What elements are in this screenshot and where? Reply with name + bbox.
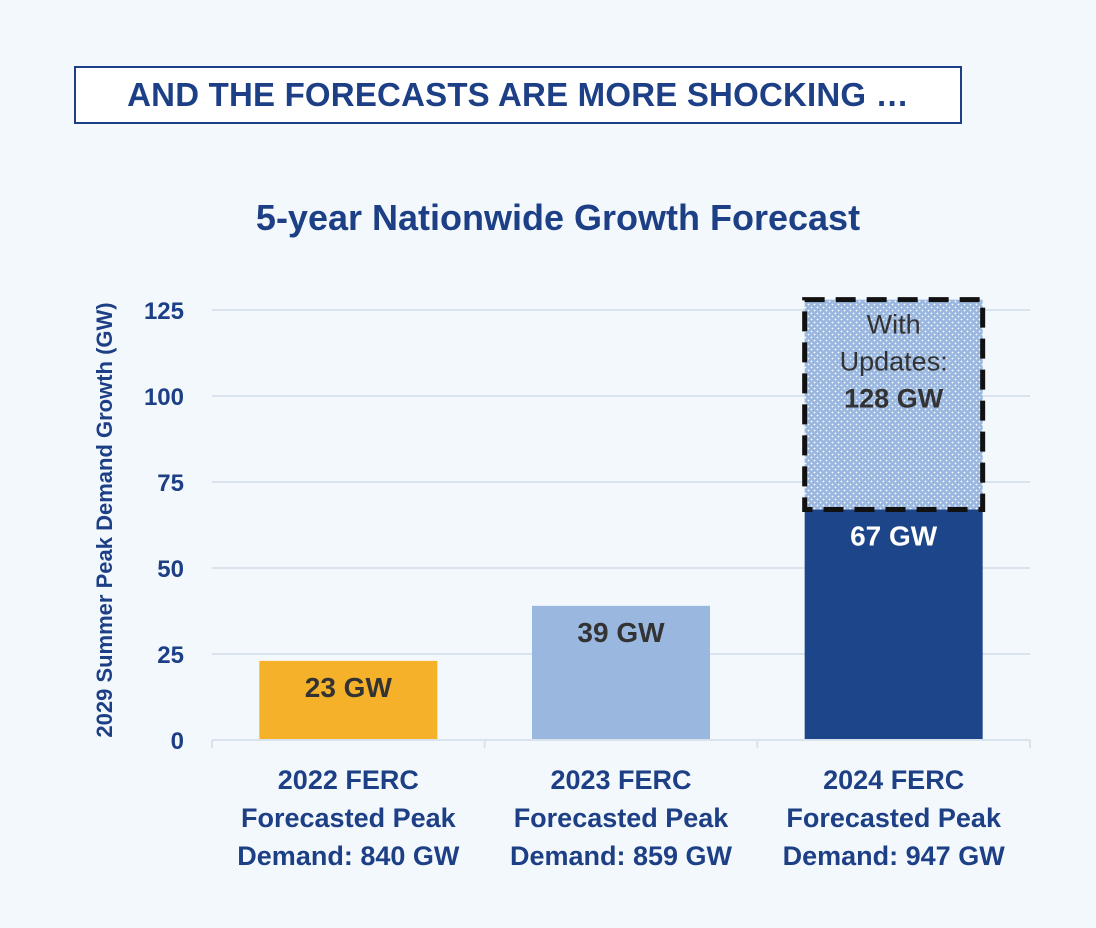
bar-1 <box>532 605 710 740</box>
y-tick-labels: 0 25 50 75 100 125 <box>144 298 184 755</box>
bar-0 <box>259 660 438 740</box>
bar-2 <box>804 509 983 740</box>
y-tick-75: 75 <box>157 470 184 497</box>
x-tick-label-2-line-0: 2024 FERC <box>823 765 964 795</box>
x-tick-label-1-line-1: Forecasted Peak <box>514 803 730 833</box>
x-tick-label-0-line-2: Demand: 840 GW <box>237 841 460 871</box>
bar-2024-updates-label-line-2: 128 GW <box>844 384 944 414</box>
x-tick-label-0-line-1: Forecasted Peak <box>241 803 457 833</box>
x-tick-label-1-line-2: Demand: 859 GW <box>510 841 733 871</box>
x-tick-label-2-line-1: Forecasted Peak <box>786 803 1002 833</box>
y-tick-25: 25 <box>157 642 184 669</box>
x-axis <box>211 739 1031 748</box>
bar-2024-updates-outline <box>802 297 986 513</box>
x-tick-labels: 2022 FERC Forecasted Peak Demand: 840 GW 20… <box>237 765 1005 871</box>
bars: 23 GW 39 GW 67 GW With Updates: 128 GW <box>259 297 986 740</box>
x-tick-label-0-line-0: 2022 FERC <box>278 765 419 795</box>
bar-2-value-label: 67 GW <box>850 521 938 552</box>
x-tick-label-1-line-0: 2023 FERC <box>550 765 691 795</box>
y-axis-label: 2029 Summer Peak Demand Growth (GW) <box>92 302 117 737</box>
bar-1-value-label: 39 GW <box>577 617 665 648</box>
bar-2024-updates <box>804 299 983 510</box>
y-tick-100: 100 <box>144 384 184 411</box>
bar-2024-updates-label-line-0: With <box>867 310 921 340</box>
bar-0-value-label: 23 GW <box>305 672 393 703</box>
y-tick-125: 125 <box>144 298 184 325</box>
y-tick-0: 0 <box>171 728 184 755</box>
headline-text: AND THE FORECASTS ARE MORE SHOCKING … <box>127 76 909 113</box>
bar-2024-updates-label-line-1: Updates: <box>840 347 948 377</box>
chart-title: 5-year Nationwide Growth Forecast <box>256 197 860 238</box>
x-tick-label-2-line-2: Demand: 947 GW <box>783 841 1006 871</box>
headline-banner: AND THE FORECASTS ARE MORE SHOCKING … <box>74 66 962 124</box>
y-tick-50: 50 <box>157 556 184 583</box>
